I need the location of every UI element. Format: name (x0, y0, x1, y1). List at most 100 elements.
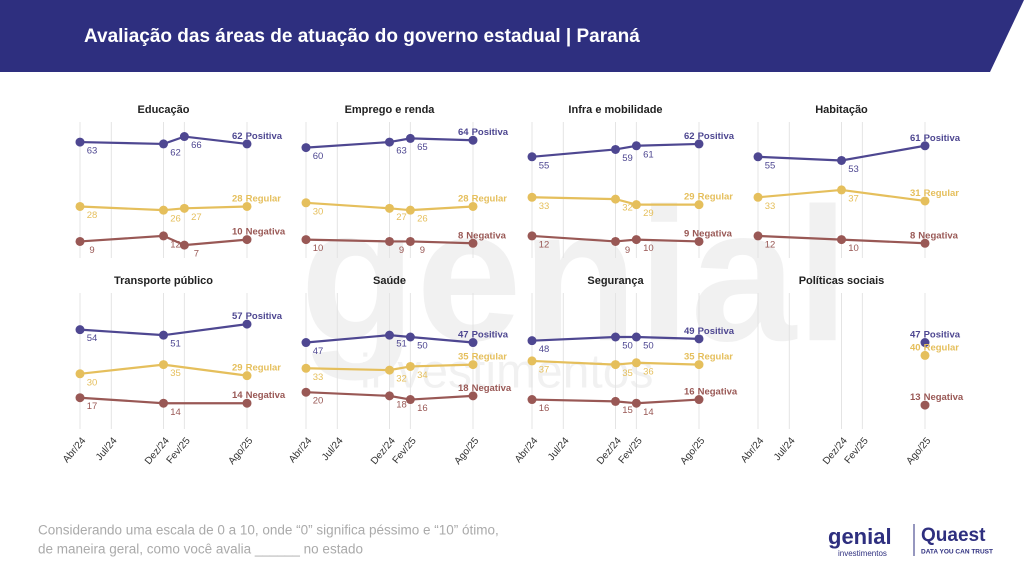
point (242, 201, 252, 211)
point (301, 143, 311, 153)
series-line (531, 142, 700, 158)
value-label: 51 (396, 339, 407, 350)
end-label: 29 Regular (232, 362, 281, 373)
end-label: 64 Positiva (458, 127, 509, 138)
value-label: 53 (848, 164, 859, 175)
point (405, 205, 415, 215)
value-label: 33 (765, 201, 776, 212)
series-name: Positiva (472, 329, 509, 340)
value-label: 10 (848, 243, 859, 254)
end-label: 8 Negativa (910, 230, 959, 241)
value-label: 14 (232, 390, 243, 401)
x-tick-label: Jul/24 (320, 435, 346, 463)
value-label: 16 (417, 403, 428, 414)
end-label: 16 Negativa (684, 386, 738, 397)
value-label: 8 (910, 230, 915, 241)
value-label: 63 (87, 146, 98, 157)
value-label: 32 (622, 203, 633, 214)
value-label: 29 (643, 208, 654, 219)
point (920, 350, 930, 360)
value-label: 35 (622, 368, 633, 379)
point (694, 360, 704, 370)
panel-title: Emprego e renda (345, 104, 436, 116)
point (694, 139, 704, 149)
point (405, 332, 415, 342)
value-label: 48 (539, 344, 550, 355)
end-label: 29 Regular (684, 191, 733, 202)
x-tick-label: Fev/25 (617, 435, 645, 466)
point (405, 133, 415, 143)
point (631, 235, 641, 245)
value-label: 61 (643, 149, 654, 160)
series-line (305, 238, 474, 245)
footer-note: de maneira geral, como você avalia _____… (38, 542, 363, 557)
value-label: 51 (170, 339, 181, 350)
value-label: 50 (643, 341, 654, 352)
value-label: 9 (420, 245, 425, 256)
point (694, 236, 704, 246)
x-tick-label: Ago/25 (679, 435, 708, 467)
value-label: 20 (313, 396, 324, 407)
value-label: 14 (643, 407, 654, 418)
series-line (79, 135, 248, 146)
value-label: 54 (87, 333, 98, 344)
point (920, 338, 930, 348)
value-label: 57 (232, 311, 243, 322)
value-label: 29 (684, 191, 695, 202)
x-tick-label: Abr/24 (513, 435, 541, 465)
series-name: Negativa (246, 226, 286, 237)
x-tick-label: Jul/24 (546, 435, 572, 463)
series-name: Negativa (246, 390, 286, 401)
point (242, 235, 252, 245)
point (385, 365, 394, 375)
value-label: 10 (643, 243, 654, 254)
x-tick-label: Jul/24 (94, 435, 120, 463)
end-label: 40 Regular (910, 342, 959, 353)
series-name: Negativa (918, 230, 958, 241)
point (694, 200, 704, 210)
value-label: 28 (87, 210, 98, 221)
value-label: 36 (643, 366, 654, 377)
point (405, 361, 415, 371)
end-label: 35 Regular (684, 351, 733, 362)
value-label: 9 (625, 245, 630, 256)
point (159, 360, 168, 370)
value-label: 9 (684, 228, 689, 239)
point (753, 152, 763, 162)
value-label: 64 (458, 127, 469, 138)
series-name: Regular (924, 187, 960, 198)
value-label: 9 (89, 245, 94, 256)
end-label: 47 Positiva (910, 329, 961, 340)
end-label: 49 Positiva (684, 325, 735, 336)
value-label: 15 (622, 405, 633, 416)
point (837, 155, 846, 165)
point (75, 369, 85, 379)
value-label: 47 (910, 329, 921, 340)
series-line (531, 335, 700, 342)
x-tick-label: Ago/25 (905, 435, 934, 467)
panel-title: Políticas sociais (799, 275, 885, 287)
value-label: 12 (765, 239, 776, 250)
series-name: Regular (472, 351, 508, 362)
value-label: 59 (622, 153, 633, 164)
point (385, 203, 394, 213)
point (837, 235, 846, 245)
series-name: Positiva (924, 132, 961, 143)
series-name: Negativa (692, 228, 732, 239)
series-name: Regular (924, 342, 960, 353)
value-label: 18 (458, 382, 469, 393)
value-label: 30 (87, 377, 98, 388)
value-label: 37 (539, 364, 550, 375)
point (611, 396, 620, 406)
point (179, 240, 189, 250)
x-tick-label: Fev/25 (391, 435, 419, 466)
point (527, 231, 537, 241)
point (385, 330, 394, 340)
point (611, 332, 620, 342)
point (611, 236, 620, 246)
value-label: 65 (417, 142, 428, 153)
point (75, 201, 85, 211)
series-name: Positiva (472, 127, 509, 138)
point (694, 334, 704, 344)
value-label: 47 (313, 346, 324, 357)
